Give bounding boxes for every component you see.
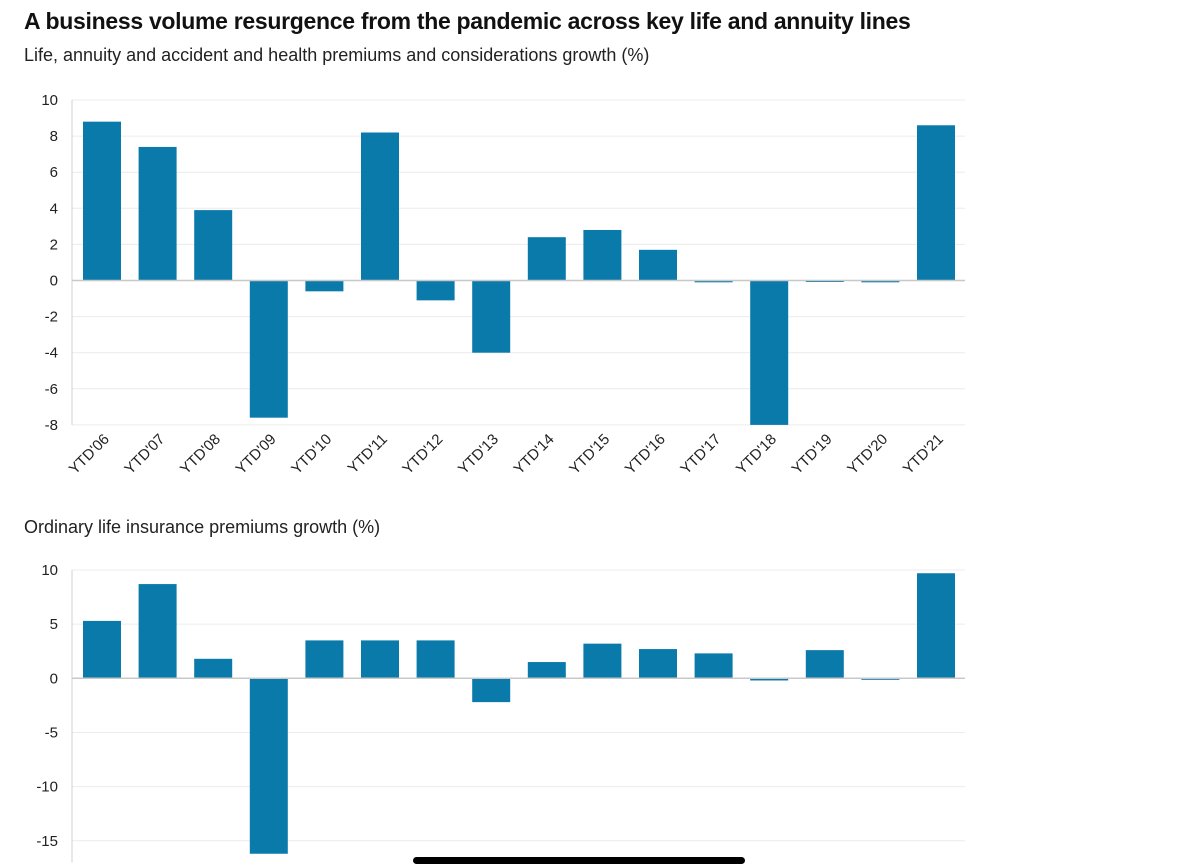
y-tick-label: 2 bbox=[50, 236, 58, 253]
x-tick-label: YTD'21 bbox=[900, 431, 947, 478]
y-tick-label: 6 bbox=[50, 164, 58, 181]
bar bbox=[639, 249, 677, 281]
bar bbox=[249, 280, 288, 418]
bar bbox=[639, 649, 677, 679]
bar bbox=[750, 280, 789, 425]
y-tick-label: 0 bbox=[50, 273, 58, 290]
x-tick-label: YTD'17 bbox=[677, 431, 724, 478]
bar bbox=[917, 125, 955, 281]
y-tick-label: -10 bbox=[36, 779, 58, 796]
y-tick-label: -4 bbox=[45, 345, 58, 362]
x-tick-label: YTD'10 bbox=[288, 431, 335, 478]
x-tick-label: YTD'11 bbox=[345, 431, 391, 477]
y-tick-label: -5 bbox=[45, 724, 58, 741]
bar bbox=[138, 584, 177, 679]
bar bbox=[527, 662, 566, 679]
bar bbox=[583, 643, 622, 679]
bar bbox=[83, 121, 121, 281]
x-tick-label: YTD'14 bbox=[511, 431, 558, 478]
x-tick-label: YTD'13 bbox=[455, 431, 502, 478]
y-tick-label: -15 bbox=[36, 833, 58, 850]
bar bbox=[805, 650, 844, 679]
bar bbox=[527, 237, 566, 281]
bar bbox=[305, 640, 344, 679]
home-indicator[interactable] bbox=[413, 857, 745, 864]
y-tick-label: 0 bbox=[50, 670, 58, 687]
x-tick-label: YTD'15 bbox=[566, 431, 613, 478]
bar bbox=[83, 620, 121, 679]
y-tick-label: -2 bbox=[45, 309, 58, 326]
y-tick-label: 4 bbox=[50, 200, 58, 217]
y-tick-label: 8 bbox=[50, 128, 58, 145]
bar bbox=[750, 678, 789, 681]
bar bbox=[194, 658, 233, 679]
bar bbox=[249, 678, 288, 854]
x-tick-label: YTD'19 bbox=[789, 431, 836, 478]
x-tick-label: YTD'16 bbox=[622, 431, 669, 478]
x-tick-label: YTD'07 bbox=[121, 431, 168, 478]
bar bbox=[861, 280, 900, 283]
bar bbox=[694, 653, 733, 679]
y-tick-label: 5 bbox=[50, 616, 58, 633]
x-tick-label: YTD'08 bbox=[177, 431, 224, 478]
x-tick-label: YTD'20 bbox=[844, 431, 891, 478]
bar bbox=[694, 280, 733, 283]
bar bbox=[138, 146, 177, 281]
bar bbox=[472, 280, 511, 353]
x-tick-label: YTD'06 bbox=[66, 431, 113, 478]
chart-title: A business volume resurgence from the pa… bbox=[24, 8, 911, 34]
y-tick-label: 10 bbox=[41, 92, 58, 109]
x-tick-label: YTD'12 bbox=[399, 431, 446, 478]
x-tick-label: YTD'09 bbox=[233, 431, 280, 478]
chart-1-subtitle: Life, annuity and accident and health pr… bbox=[24, 45, 650, 65]
bar bbox=[917, 573, 955, 679]
y-tick-label: -6 bbox=[45, 381, 58, 398]
x-tick-label: YTD'18 bbox=[733, 431, 780, 478]
bar bbox=[361, 132, 399, 281]
chart-2-subtitle: Ordinary life insurance premiums growth … bbox=[24, 517, 381, 537]
bar bbox=[194, 210, 233, 281]
bar bbox=[472, 678, 511, 703]
bar bbox=[583, 229, 622, 281]
bar bbox=[361, 640, 399, 679]
y-tick-label: 10 bbox=[41, 562, 58, 579]
bar bbox=[416, 280, 455, 301]
bar bbox=[305, 280, 344, 292]
bar bbox=[416, 640, 455, 679]
y-tick-label: -8 bbox=[45, 417, 58, 434]
